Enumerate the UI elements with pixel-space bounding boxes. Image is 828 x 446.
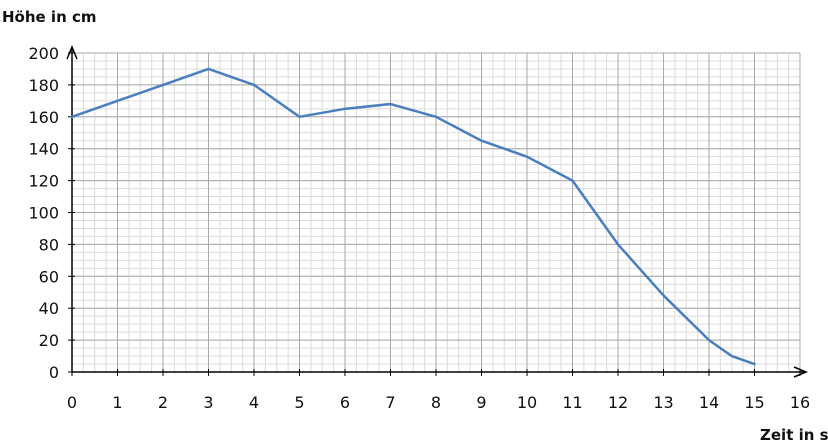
x-axis-arrow [793,366,808,378]
y-tick-label: 20 [39,331,59,350]
y-tick-label: 160 [28,108,59,127]
x-tick-label: 3 [203,393,213,412]
x-tick-label: 12 [608,393,628,412]
axes [66,45,808,378]
y-tick-labels: 0 20 40 60 80 100 120 140 160 180 200 [28,44,59,382]
x-tick-label: 11 [562,393,582,412]
x-tick-label: 1 [112,393,122,412]
x-tick-label: 15 [744,393,764,412]
x-tick-label: 7 [385,393,395,412]
x-tick-label: 14 [699,393,719,412]
y-tick-label: 140 [28,140,59,159]
y-tick-label: 100 [28,204,59,223]
x-tick-label: 10 [517,393,537,412]
x-axis-label: Zeit in s [760,426,828,444]
y-axis-label: Höhe in cm [2,8,97,26]
y-tick-label: 0 [49,363,59,382]
x-tick-label: 5 [294,393,304,412]
x-tick-label: 9 [476,393,486,412]
x-tick-label: 0 [67,393,77,412]
y-tick-label: 80 [39,235,59,254]
series-line [70,67,756,366]
x-tick-label: 2 [158,393,168,412]
x-tick-label: 8 [431,393,441,412]
y-tick-label: 40 [39,299,59,318]
y-tick-label: 60 [39,267,59,286]
x-tick-label: 4 [249,393,259,412]
x-tick-labels: 0 1 2 3 4 5 6 7 8 9 10 11 12 13 14 15 16 [67,393,810,412]
series-layer [70,67,756,366]
x-tick-label: 16 [790,393,810,412]
y-axis-arrow [66,45,78,60]
x-tick-label: 13 [653,393,673,412]
x-tick-label: 6 [340,393,350,412]
y-tick-label: 120 [28,172,59,191]
y-tick-label: 180 [28,76,59,95]
y-tick-label: 200 [28,44,59,63]
